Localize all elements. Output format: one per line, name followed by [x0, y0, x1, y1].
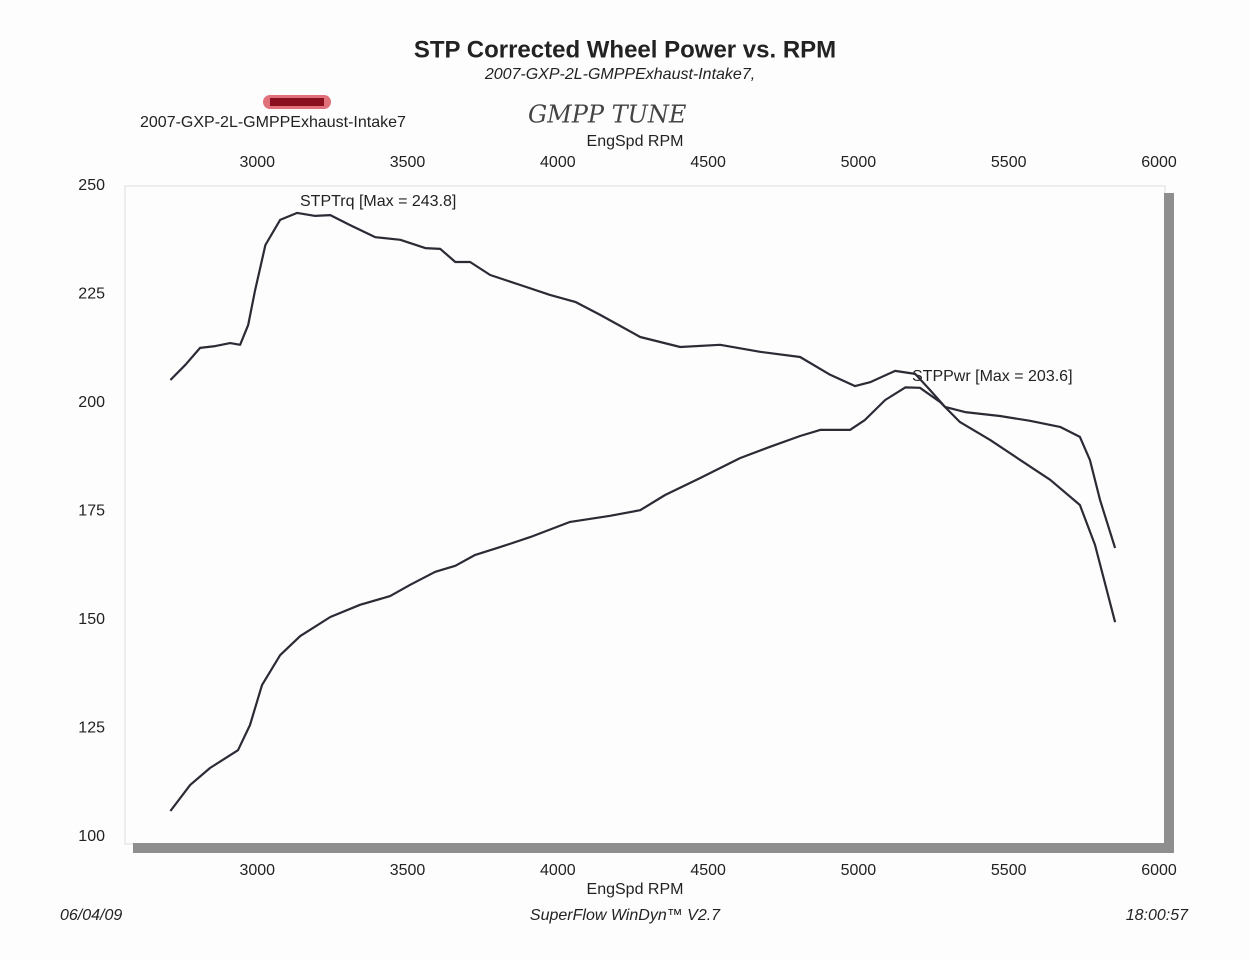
x-tick-label-top: 3000: [239, 154, 275, 171]
footer-date: 06/04/09: [60, 907, 122, 924]
x-tick-label: 4500: [690, 862, 726, 879]
x-tick-label-top: 3500: [390, 154, 426, 171]
y-tick-label: 125: [78, 720, 105, 737]
x-tick-label: 3000: [239, 862, 275, 879]
y-tick-label: 175: [78, 503, 105, 520]
footer-time: 18:00:57: [1126, 907, 1189, 924]
chart-title: STP Corrected Wheel Power vs. RPM: [414, 36, 836, 63]
annotation: STPPwr [Max = 203.6]: [912, 368, 1073, 385]
x-tick-label-top: 4000: [540, 154, 576, 171]
x-tick-label: 3500: [390, 862, 426, 879]
frame-shadow-right: [1164, 193, 1174, 853]
frame-shadow-bottom: [133, 843, 1174, 853]
y-tick-label: 225: [78, 286, 105, 303]
x-tick-label: 5000: [841, 862, 877, 879]
footer-software: SuperFlow WinDyn™ V2.7: [530, 907, 721, 924]
x-tick-label: 4000: [540, 862, 576, 879]
handwritten-note: GMPP TUNE: [528, 101, 687, 129]
x-tick-label: 6000: [1141, 862, 1177, 879]
line-series: [169, 386, 1117, 812]
y-tick-label: 150: [78, 611, 105, 628]
chart-subtitle: 2007-GXP-2L-GMPPExhaust-Intake7,: [484, 66, 755, 83]
redaction-bar: [270, 98, 324, 106]
x-tick-label-top: 4500: [690, 154, 726, 171]
x-axis-title-top: EngSpd RPM: [587, 133, 684, 150]
line-series: [169, 211, 1117, 549]
x-axis-title: EngSpd RPM: [587, 881, 684, 898]
y-tick-label: 250: [78, 177, 105, 194]
x-tick-label-top: 5500: [991, 154, 1027, 171]
x-tick-label: 5500: [991, 862, 1027, 879]
y-tick-label: 100: [78, 828, 105, 845]
x-tick-label-top: 5000: [841, 154, 877, 171]
y-tick-label: 200: [78, 394, 105, 411]
run-label: 2007-GXP-2L-GMPPExhaust-Intake7: [140, 114, 406, 131]
x-tick-label-top: 6000: [1141, 154, 1177, 171]
plot-frame: [124, 185, 1166, 845]
annotation: STPTrq [Max = 243.8]: [300, 193, 456, 210]
